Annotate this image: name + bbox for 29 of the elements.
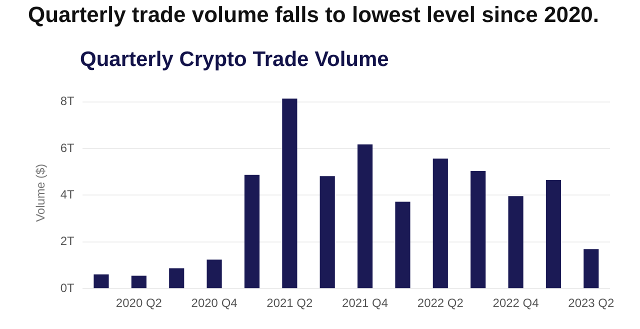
y-tick-label: 0T [60,280,76,295]
y-tick-label: 4T [60,188,76,202]
chart-subtitle: Quarterly Crypto Trade Volume [80,48,389,72]
bar [320,176,335,288]
bar [470,170,486,288]
bar [94,274,109,288]
bar [508,196,524,288]
x-tick-label: 2020 Q2 [116,296,162,310]
y-tick-label: 6T [60,140,76,155]
x-tick-label: 2020 Q4 [191,296,238,310]
x-tick-label: 2022 Q4 [492,296,540,310]
chart-title: Quarterly trade volume falls to lowest level since 2020. [28,2,600,28]
y-axis-title: Volume ($) [34,164,48,222]
bar [131,276,146,288]
x-tick-label: 2023 Q2 [568,296,614,310]
bar [395,202,410,288]
x-tick-label: 2021 Q2 [266,296,314,310]
y-tick-label: 8T [60,94,76,108]
bar [584,249,599,288]
x-tick-label: 2021 Q4 [342,296,388,310]
bar [244,174,260,288]
bar [358,144,373,288]
bar [169,268,184,288]
bar [282,98,298,288]
x-tick-label: 2022 Q2 [417,296,464,310]
bar [546,180,562,288]
bar [432,158,448,288]
bar [206,260,222,288]
y-tick-label: 2T [60,234,76,248]
